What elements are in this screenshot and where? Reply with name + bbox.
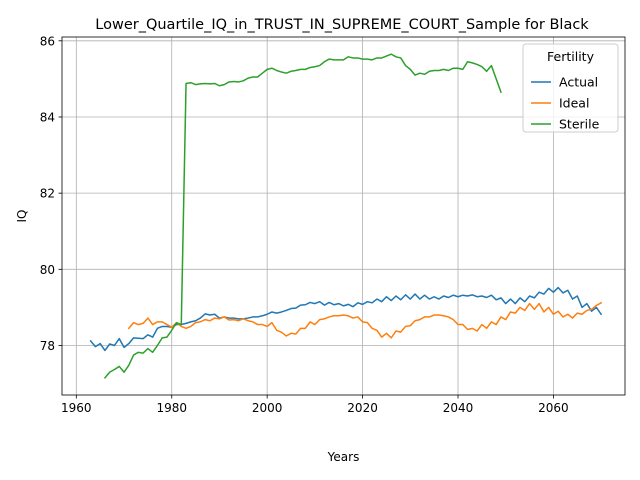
x-tick-label: 2060 <box>538 401 569 415</box>
series-line-sterile <box>103 53 502 379</box>
legend-box <box>522 43 619 133</box>
y-axis-label: IQ <box>15 210 29 223</box>
legend-label-sterile: Sterile <box>559 117 600 132</box>
chart-title: Lower_Quartile_IQ_in_TRUST_IN_SUPREME_CO… <box>95 17 589 33</box>
x-tick-label: 1980 <box>156 401 187 415</box>
legend: Fertility Actual Ideal Sterile <box>522 43 619 133</box>
x-tick-label: 1960 <box>61 401 92 415</box>
plot-area-frame <box>61 36 626 396</box>
x-tick-label: 2000 <box>252 401 283 415</box>
x-tick-label: 2040 <box>443 401 474 415</box>
legend-title: Fertility <box>547 49 595 64</box>
y-tick-label: 86 <box>40 34 55 48</box>
series-line-ideal <box>127 301 603 339</box>
series-layer <box>89 53 603 379</box>
legend-label-actual: Actual <box>559 75 598 90</box>
y-tick-label: 78 <box>40 339 55 353</box>
y-tick-label: 80 <box>40 263 55 277</box>
y-tick-label: 84 <box>40 110 55 124</box>
legend-entries: Actual Ideal Sterile <box>531 75 600 132</box>
axis-ticks: 1960 1980 2000 2020 2040 2060 78 80 82 84 86 <box>40 34 569 415</box>
x-axis-label: Years <box>327 450 360 464</box>
legend-label-ideal: Ideal <box>559 96 589 111</box>
y-tick-label: 82 <box>40 187 55 201</box>
x-tick-label: 2020 <box>347 401 378 415</box>
